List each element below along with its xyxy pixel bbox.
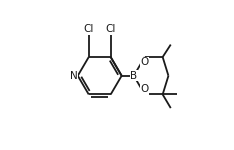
Text: O: O — [141, 57, 149, 67]
Text: Cl: Cl — [84, 24, 94, 34]
Text: B: B — [130, 71, 137, 81]
Text: Cl: Cl — [106, 24, 116, 34]
Text: N: N — [70, 71, 78, 81]
Text: O: O — [141, 84, 149, 94]
